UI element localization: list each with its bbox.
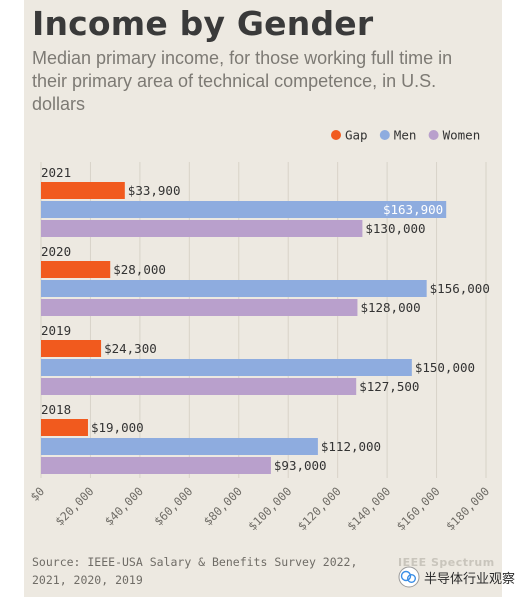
x-tick-label-0: $0 xyxy=(27,484,47,504)
data-label-women-2021: $130,000 xyxy=(365,221,425,236)
publisher-watermark: IEEE Spectrum xyxy=(398,556,495,569)
legend-swatch-men xyxy=(379,130,390,140)
data-label-women-2018: $93,000 xyxy=(274,458,327,473)
category-label-2020: 2020 xyxy=(41,244,71,259)
bar-gap-2018 xyxy=(41,419,88,436)
x-tick-label-2: $40,000 xyxy=(102,484,146,528)
source-note: Source: IEEE-USA Salary & Benefits Surve… xyxy=(32,555,358,587)
bar-women-2018 xyxy=(41,457,271,474)
x-tick-label-5: $100,000 xyxy=(245,484,294,533)
data-label-women-2020: $128,000 xyxy=(360,300,420,315)
bar-women-2021 xyxy=(41,220,363,237)
bar-men-2020 xyxy=(41,280,427,297)
legend-label-women: Women xyxy=(443,128,481,143)
x-tick-label-1: $20,000 xyxy=(52,484,96,528)
bar-men-2021 xyxy=(41,201,447,218)
data-label-gap-2021: $33,900 xyxy=(128,183,181,198)
bar-women-2020 xyxy=(41,299,358,316)
data-label-women-2019: $127,500 xyxy=(359,379,419,394)
data-label-men-2020: $156,000 xyxy=(430,281,490,296)
legend-swatch-gap xyxy=(331,130,341,140)
x-tick-label-9: $180,000 xyxy=(443,484,492,533)
bar-women-2019 xyxy=(41,378,357,395)
data-label-gap-2019: $24,300 xyxy=(104,341,157,356)
x-tick-label-4: $80,000 xyxy=(201,484,245,528)
category-label-2018: 2018 xyxy=(41,402,71,417)
legend-label-men: Men xyxy=(394,128,417,143)
category-label-2019: 2019 xyxy=(41,323,71,338)
x-tick-label-3: $60,000 xyxy=(151,484,195,528)
data-label-men-2019: $150,000 xyxy=(415,360,475,375)
x-tick-label-7: $140,000 xyxy=(344,484,393,533)
channel-watermark: 半导体行业观察 xyxy=(398,566,515,588)
bar-gap-2021 xyxy=(41,182,125,199)
legend-swatch-women xyxy=(428,130,439,140)
data-label-gap-2018: $19,000 xyxy=(91,420,144,435)
bar-gap-2019 xyxy=(41,340,102,357)
bar-men-2019 xyxy=(41,359,412,376)
data-label-gap-2020: $28,000 xyxy=(113,262,166,277)
bar-men-2018 xyxy=(41,438,318,455)
x-tick-label-8: $160,000 xyxy=(394,484,443,533)
data-label-men-2018: $112,000 xyxy=(321,439,381,454)
chart-subtitle: Median primary income, for those working… xyxy=(32,48,453,114)
chart-card xyxy=(24,0,502,597)
data-label-men-2021: $163,900 xyxy=(383,202,443,217)
category-label-2021: 2021 xyxy=(41,165,71,180)
wechat-channel-icon xyxy=(398,566,420,588)
legend-label-gap: Gap xyxy=(345,128,368,143)
x-tick-label-6: $120,000 xyxy=(295,484,344,533)
bar-gap-2020 xyxy=(41,261,111,278)
channel-name: 半导体行业观察 xyxy=(424,571,516,587)
chart-title: Income by Gender xyxy=(32,4,374,43)
